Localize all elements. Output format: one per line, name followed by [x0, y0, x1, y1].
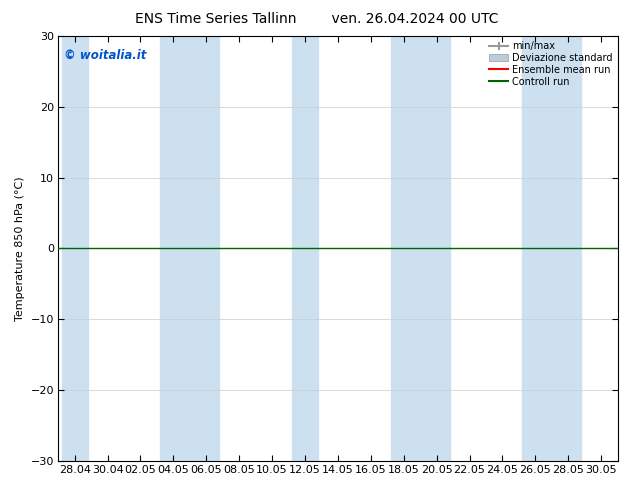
Bar — [61, 36, 88, 461]
Bar — [160, 36, 219, 461]
Text: © woitalia.it: © woitalia.it — [64, 49, 146, 62]
Bar — [522, 36, 581, 461]
Legend: min/max, Deviazione standard, Ensemble mean run, Controll run: min/max, Deviazione standard, Ensemble m… — [486, 38, 616, 90]
Bar — [391, 36, 450, 461]
Text: ENS Time Series Tallinn        ven. 26.04.2024 00 UTC: ENS Time Series Tallinn ven. 26.04.2024 … — [135, 12, 499, 26]
Y-axis label: Temperature 850 hPa (°C): Temperature 850 hPa (°C) — [15, 176, 25, 321]
Bar — [292, 36, 318, 461]
